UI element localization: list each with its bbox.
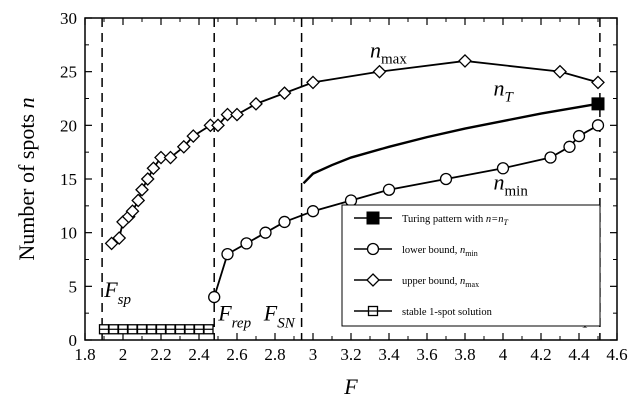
y-tick-label: 5 [69,277,78,296]
y-axis-title-variable: n [14,97,39,108]
series-group [98,54,605,335]
legend-label-subscript: max [465,280,479,289]
x-tick-label: 4.2 [530,345,551,364]
diamond-marker [154,150,168,165]
x-tick-label: 2.4 [188,345,210,364]
circle-marker [439,172,453,186]
x-tick-label: 4.4 [568,345,590,364]
diamond-marker [186,129,201,143]
legend-label-subscript: T [504,218,509,227]
threshold-label-subscript: rep [232,316,252,332]
diamond-marker [135,182,149,197]
threshold-label: Fsp [103,277,131,308]
diamond-marker [220,107,235,122]
curve-annotation: nmin [494,170,529,200]
x-tick-label: 3.4 [378,345,400,364]
legend-label-subscript: min [465,249,477,258]
x-tick-label: 3.6 [416,345,437,364]
y-tick-label: 15 [60,170,77,189]
legend-label: upper bound, nmax [402,276,479,289]
x-tick-label: 2 [119,345,128,364]
circle-marker [382,183,396,196]
y-tick-label: 10 [60,224,77,243]
circle-marker [366,242,380,256]
y-tick-label: 25 [60,63,77,82]
curve-annotation-subscript: T [505,89,515,105]
diamond-marker [458,54,472,68]
circle-marker [563,140,576,153]
threshold-label-subscript: sp [118,292,132,308]
series [302,102,599,185]
circle-marker [208,290,221,304]
legend-label: Turing pattern with n=nT [402,214,509,227]
series [208,119,605,304]
legend-label-italic: n [460,245,465,256]
series-line [302,102,599,185]
diamond-marker [131,193,146,208]
diamond-marker [104,236,119,251]
series [98,324,214,335]
y-tick-label: 0 [69,331,78,350]
curve-annotation: nmax [370,38,407,68]
y-axis-title: Number of spots n [14,97,39,260]
diamond-marker [372,64,387,79]
diamond-marker [306,75,320,90]
diamond-marker [277,86,292,101]
diamond-marker [146,161,161,176]
filled-square-marker [366,211,380,225]
circle-marker [344,194,358,207]
x-tick-label: 3.2 [340,345,361,364]
diamond-marker [230,107,244,122]
x-tick-label: 3 [309,345,318,364]
diamond-marker [591,75,605,90]
threshold-label: FSN [263,301,296,332]
curve-annotation-subscript: min [505,184,529,200]
x-tick-label: 4.6 [606,345,627,364]
x-axis-title: F [343,374,358,399]
y-tick-label: 20 [60,116,77,135]
legend-label: lower bound, nmin [402,245,478,258]
legend-box [341,204,601,327]
axis-ticks: 1.8 2 2.2 2.4 2.6 2.8 3 3.2 3.4 3.6 3.8 4 4.2 4.4 4.6 0… [60,9,628,364]
legend: Turing pattern with n=nT lower bound, nmi… [341,204,601,327]
circle-marker [591,119,605,132]
circle-marker [306,205,320,218]
diamond-marker [163,150,178,165]
circle-marker [544,151,557,164]
curve-annotation-subscript: max [381,52,407,68]
x-tick-label: 4 [499,345,508,364]
diamond-marker [249,96,263,111]
filled-square-marker [591,97,605,111]
circle-marker [496,162,510,175]
x-tick-label: 3.8 [454,345,475,364]
x-tick-label: 2.8 [264,345,285,364]
diamond-marker [112,231,127,245]
y-tick-label: 30 [60,9,77,28]
x-tick-label: 2.2 [150,345,171,364]
diamond-marker [176,139,191,154]
diamond-marker [553,64,567,79]
circle-marker [240,237,253,250]
curve-annotation: nT [494,75,515,105]
y-axis-title-text: Number of spots [14,108,39,260]
series [104,54,605,251]
circle-marker [259,226,272,239]
threshold-label: Frep [217,301,251,332]
threshold-label-subscript: SN [277,316,296,332]
x-tick-label: 1.8 [74,345,95,364]
diamond-marker [211,118,225,133]
series [591,97,605,111]
legend-label: stable 1-spot solution [402,307,493,318]
x-tick-label: 2.6 [226,345,247,364]
diamond-marker [140,172,155,186]
legend-label-italic: n [460,276,465,287]
diamond-marker [366,273,380,287]
legend-label-italic: n=n [486,214,504,225]
circle-marker [221,247,234,261]
circle-marker [278,215,291,229]
diamond-marker [125,204,140,219]
circle-marker [572,129,586,143]
